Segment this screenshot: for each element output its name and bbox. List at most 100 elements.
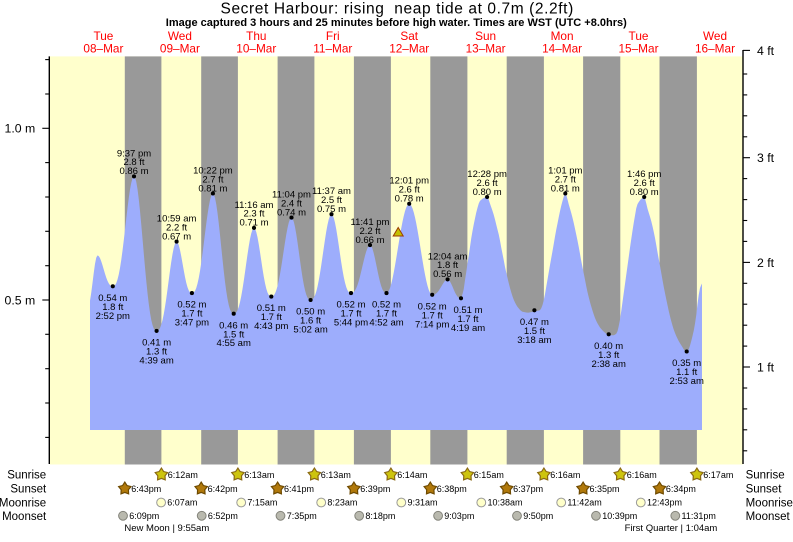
svg-text:15–Mar: 15–Mar	[619, 41, 659, 55]
svg-text:0.40 m: 0.40 m	[594, 341, 623, 352]
svg-text:1.5 ft: 1.5 ft	[223, 329, 244, 340]
svg-text:2:52 pm: 2:52 pm	[96, 311, 130, 322]
svg-text:Thu: Thu	[246, 29, 266, 43]
svg-text:6:34pm: 6:34pm	[666, 484, 696, 494]
svg-text:2.6 ft: 2.6 ft	[634, 178, 655, 189]
svg-text:1:46 pm: 1:46 pm	[627, 169, 661, 180]
svg-text:6:38pm: 6:38pm	[437, 484, 467, 494]
svg-text:0.56 m: 0.56 m	[433, 269, 462, 280]
svg-text:1.6 ft: 1.6 ft	[300, 316, 321, 327]
svg-text:3:18 am: 3:18 am	[517, 335, 551, 346]
svg-text:10:22 pm: 10:22 pm	[193, 165, 233, 176]
svg-text:6:13am: 6:13am	[321, 470, 351, 480]
svg-text:5:02 am: 5:02 am	[293, 325, 327, 336]
svg-text:2 ft: 2 ft	[757, 256, 775, 270]
svg-text:Sunrise: Sunrise	[7, 470, 46, 482]
svg-text:New Moon | 9:55am: New Moon | 9:55am	[124, 523, 209, 534]
svg-text:6:17am: 6:17am	[703, 470, 733, 480]
svg-text:2.3 ft: 2.3 ft	[243, 209, 264, 220]
svg-text:6:16am: 6:16am	[627, 470, 657, 480]
svg-text:9:03pm: 9:03pm	[444, 511, 474, 521]
svg-text:1.5 ft: 1.5 ft	[524, 326, 545, 337]
svg-text:11:42am: 11:42am	[567, 498, 601, 508]
svg-text:0.5 m: 0.5 m	[5, 293, 36, 307]
svg-text:0.51 m: 0.51 m	[257, 303, 286, 314]
svg-text:0.47 m: 0.47 m	[520, 317, 549, 328]
svg-text:12:04 am: 12:04 am	[428, 251, 468, 262]
svg-text:5:44 pm: 5:44 pm	[334, 318, 368, 329]
svg-text:4:55 am: 4:55 am	[217, 338, 251, 349]
svg-text:Wed: Wed	[168, 29, 192, 43]
svg-text:1.0 m: 1.0 m	[5, 122, 36, 136]
svg-text:16–Mar: 16–Mar	[695, 41, 735, 55]
svg-text:11–Mar: 11–Mar	[313, 41, 352, 55]
svg-text:6:42pm: 6:42pm	[208, 484, 238, 494]
svg-text:12–Mar: 12–Mar	[389, 41, 429, 55]
svg-text:7:35pm: 7:35pm	[287, 511, 317, 521]
svg-text:8:18pm: 8:18pm	[365, 511, 395, 521]
svg-text:1.8 ft: 1.8 ft	[102, 302, 123, 313]
svg-text:6:43pm: 6:43pm	[131, 484, 161, 494]
svg-text:10:38am: 10:38am	[488, 498, 523, 508]
svg-text:2.2 ft: 2.2 ft	[359, 226, 380, 237]
svg-text:0.52 m: 0.52 m	[336, 300, 365, 311]
svg-text:6:09pm: 6:09pm	[129, 511, 159, 521]
svg-text:0.52 m: 0.52 m	[372, 300, 401, 311]
svg-text:12:01 pm: 12:01 pm	[389, 176, 429, 187]
svg-text:11:31pm: 11:31pm	[682, 511, 716, 521]
svg-text:3 ft: 3 ft	[757, 151, 775, 165]
svg-text:Mon: Mon	[551, 29, 574, 43]
svg-text:1.7 ft: 1.7 ft	[457, 314, 478, 325]
svg-text:11:41 pm: 11:41 pm	[351, 217, 390, 228]
svg-text:0.66 m: 0.66 m	[355, 235, 384, 246]
svg-text:8:23am: 8:23am	[327, 498, 357, 508]
svg-text:2:38 am: 2:38 am	[592, 359, 626, 370]
svg-text:2.4 ft: 2.4 ft	[281, 198, 302, 209]
svg-text:1.7 ft: 1.7 ft	[340, 309, 361, 320]
svg-text:0.86 m: 0.86 m	[119, 166, 148, 177]
svg-text:6:41pm: 6:41pm	[284, 484, 314, 494]
svg-text:0.81 m: 0.81 m	[198, 183, 227, 194]
svg-text:10:39pm: 10:39pm	[602, 511, 637, 521]
svg-text:2.7 ft: 2.7 ft	[202, 174, 223, 185]
svg-text:0.41 m: 0.41 m	[142, 338, 171, 349]
svg-text:6:13am: 6:13am	[244, 470, 274, 480]
svg-text:Moonset: Moonset	[2, 511, 47, 523]
svg-text:Sunset: Sunset	[10, 484, 47, 496]
svg-text:11:04 pm: 11:04 pm	[272, 190, 311, 201]
svg-text:7:14 pm: 7:14 pm	[415, 319, 449, 330]
svg-text:0.52 m: 0.52 m	[418, 301, 447, 312]
svg-text:Tue: Tue	[93, 29, 113, 43]
svg-text:0.35 m: 0.35 m	[672, 358, 701, 369]
svg-text:0.80 m: 0.80 m	[473, 187, 502, 198]
svg-text:Sat: Sat	[400, 29, 418, 43]
svg-text:0.54 m: 0.54 m	[98, 293, 127, 304]
svg-text:2.2 ft: 2.2 ft	[166, 223, 187, 234]
svg-text:4 ft: 4 ft	[757, 44, 775, 58]
svg-text:14–Mar: 14–Mar	[542, 41, 582, 55]
svg-text:1.3 ft: 1.3 ft	[598, 350, 619, 361]
svg-text:6:52pm: 6:52pm	[208, 511, 238, 521]
svg-text:6:12am: 6:12am	[168, 470, 198, 480]
svg-text:1.8 ft: 1.8 ft	[437, 260, 458, 271]
svg-text:0.74 m: 0.74 m	[277, 207, 306, 218]
svg-text:0.71 m: 0.71 m	[239, 218, 268, 229]
svg-text:0.75 m: 0.75 m	[317, 204, 346, 215]
svg-text:9:50pm: 9:50pm	[523, 511, 553, 521]
svg-text:11:16 am: 11:16 am	[235, 200, 274, 211]
svg-text:1.3 ft: 1.3 ft	[146, 347, 167, 358]
svg-text:0.51 m: 0.51 m	[453, 305, 482, 316]
svg-text:2:53 am: 2:53 am	[670, 376, 704, 387]
svg-text:1 ft: 1 ft	[757, 360, 775, 374]
svg-text:2.5 ft: 2.5 ft	[321, 195, 342, 206]
svg-text:Tue: Tue	[629, 29, 649, 43]
svg-text:6:16am: 6:16am	[550, 470, 580, 480]
svg-text:Secret Harbour: rising neap t: Secret Harbour: rising neap tide at 0.7m…	[221, 0, 574, 17]
svg-text:13–Mar: 13–Mar	[466, 41, 506, 55]
svg-text:First Quarter | 1:04am: First Quarter | 1:04am	[625, 523, 718, 534]
svg-text:2.7 ft: 2.7 ft	[555, 174, 576, 185]
svg-text:12:43pm: 12:43pm	[647, 498, 682, 508]
svg-text:1.1 ft: 1.1 ft	[676, 367, 697, 378]
svg-text:3:47 pm: 3:47 pm	[175, 318, 209, 329]
svg-text:9:31am: 9:31am	[408, 498, 438, 508]
